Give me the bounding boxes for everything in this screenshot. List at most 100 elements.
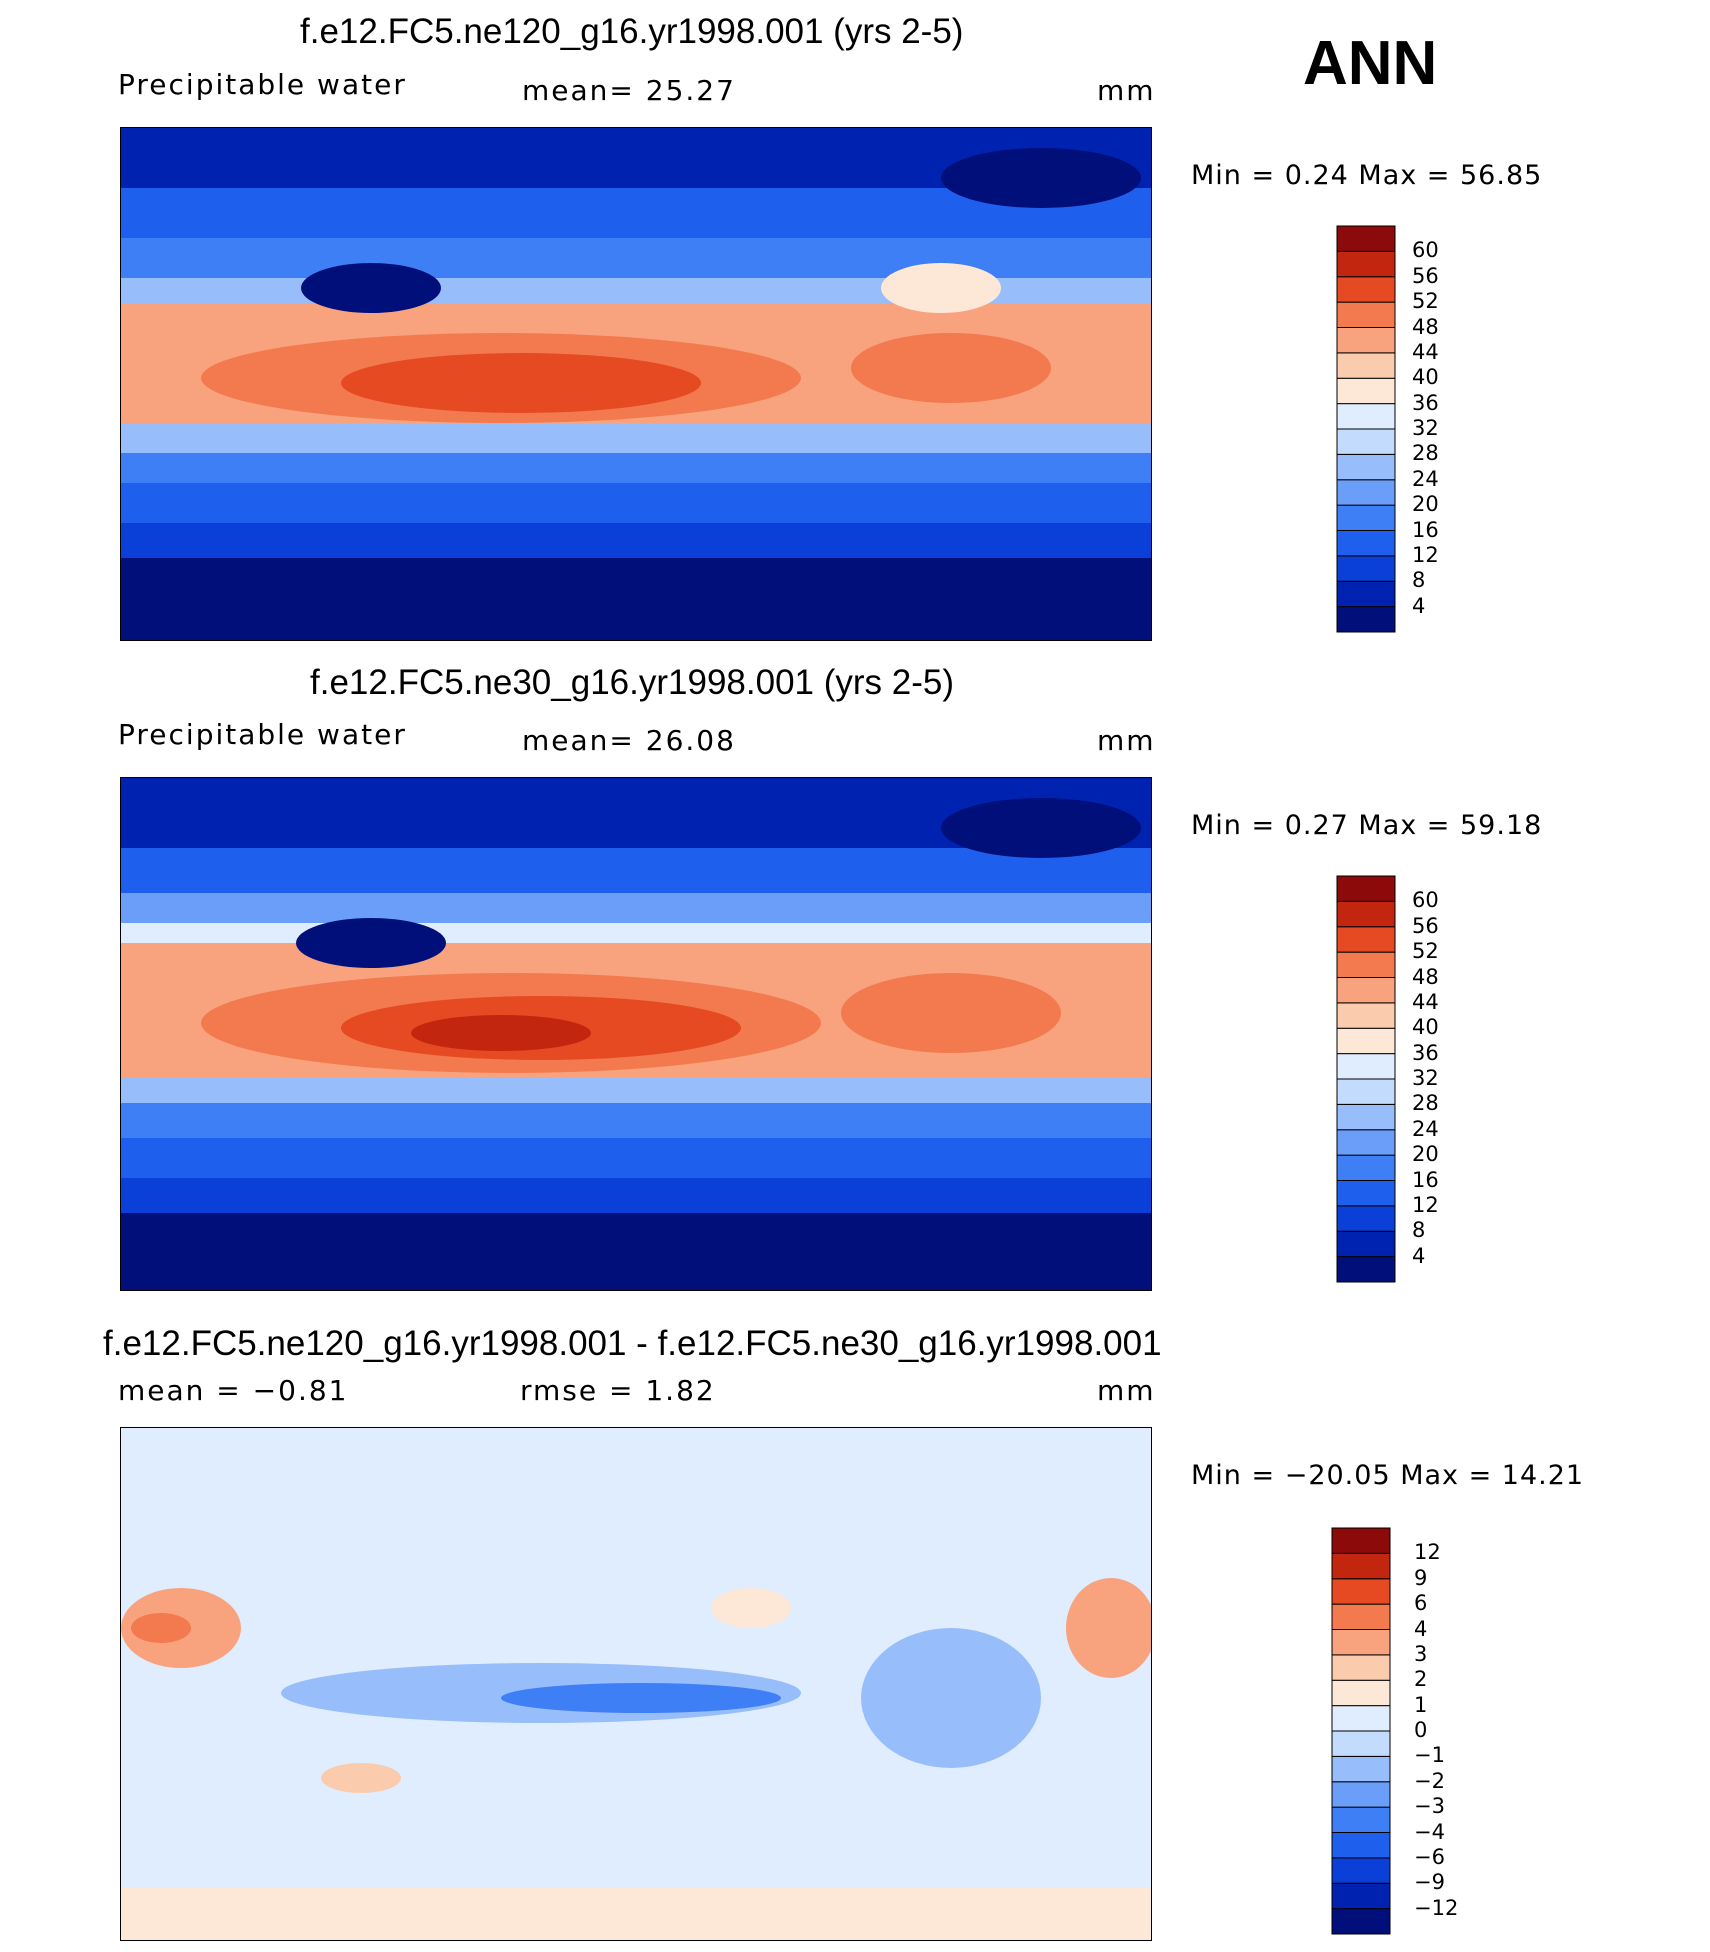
colorbar-tick-label: 6 bbox=[1414, 1591, 1428, 1616]
colorbar-box bbox=[1331, 1857, 1391, 1884]
colorbar-tick-label: 60 bbox=[1412, 238, 1439, 263]
colorbar-tick-label: 44 bbox=[1412, 989, 1439, 1014]
panel2-map-field bbox=[121, 778, 1151, 1290]
colorbar-box bbox=[1336, 1154, 1396, 1181]
colorbar-tick-label: 1 bbox=[1414, 1692, 1428, 1717]
colorbar-box bbox=[1336, 1053, 1396, 1080]
colorbar-box bbox=[1336, 926, 1396, 953]
colorbar-tick-label: 32 bbox=[1412, 1066, 1439, 1090]
colorbar-tick-label: 40 bbox=[1412, 365, 1439, 390]
panel3-mean-label: mean = −0.81 bbox=[118, 1374, 349, 1407]
panel3-units-label: mm bbox=[1097, 1374, 1156, 1407]
panel2-map bbox=[120, 777, 1152, 1291]
colorbar-box bbox=[1336, 530, 1396, 557]
panel1-colorbar-boxes bbox=[1336, 225, 1396, 633]
panel1-map bbox=[120, 127, 1152, 641]
colorbar-tick-label: 9 bbox=[1414, 1565, 1428, 1590]
colorbar-box bbox=[1336, 504, 1396, 531]
colorbar-tick-label: 56 bbox=[1412, 913, 1439, 938]
panel3-map-field bbox=[121, 1428, 1151, 1940]
colorbar-box bbox=[1336, 225, 1396, 252]
colorbar-box bbox=[1336, 875, 1396, 902]
colorbar-tick-label: 52 bbox=[1412, 289, 1439, 314]
panel1-min-max: Min = 0.24 Max = 56.85 bbox=[1191, 160, 1543, 191]
colorbar-tick-label: 8 bbox=[1412, 568, 1426, 593]
colorbar-tick-label: −2 bbox=[1414, 1768, 1445, 1793]
colorbar-box bbox=[1331, 1755, 1391, 1783]
colorbar-box bbox=[1331, 1730, 1391, 1757]
colorbar-box bbox=[1336, 900, 1396, 928]
colorbar-box bbox=[1336, 377, 1396, 405]
colorbar-tick-label: 4 bbox=[1414, 1616, 1428, 1641]
colorbar-box bbox=[1336, 352, 1396, 379]
panel1-map-field bbox=[121, 128, 1151, 640]
colorbar-tick-label: 48 bbox=[1412, 314, 1439, 339]
colorbar-box bbox=[1336, 1256, 1396, 1283]
colorbar-tick-label: 16 bbox=[1412, 517, 1439, 542]
colorbar-box bbox=[1331, 1578, 1391, 1605]
colorbar-tick-label: 0 bbox=[1414, 1718, 1428, 1742]
panel1-units-label: mm bbox=[1097, 74, 1156, 107]
colorbar-tick-label: 12 bbox=[1412, 1192, 1439, 1217]
panel2-variable-label: Precipitable water bbox=[118, 718, 407, 751]
colorbar-tick-label: 48 bbox=[1412, 964, 1439, 989]
colorbar-tick-label: 3 bbox=[1414, 1641, 1428, 1666]
colorbar-box bbox=[1336, 479, 1396, 506]
season-label: ANN bbox=[1303, 29, 1438, 98]
colorbar-box bbox=[1336, 1205, 1396, 1232]
colorbar-box bbox=[1336, 301, 1396, 328]
colorbar-tick-label: −6 bbox=[1414, 1844, 1445, 1869]
panel1-title: f.e12.FC5.ne120_g16.yr1998.001 (yrs 2-5) bbox=[300, 12, 964, 51]
colorbar-box bbox=[1331, 1679, 1391, 1707]
colorbar-box bbox=[1336, 580, 1396, 608]
colorbar-tick-label: 32 bbox=[1412, 416, 1439, 440]
panel2-mean-label: mean= 26.08 bbox=[522, 724, 736, 757]
panel2-units-label: mm bbox=[1097, 724, 1156, 757]
colorbar-box bbox=[1331, 1705, 1391, 1732]
colorbar-tick-label: 60 bbox=[1412, 888, 1439, 913]
colorbar-box bbox=[1336, 1002, 1396, 1029]
colorbar-tick-label: 2 bbox=[1414, 1667, 1428, 1692]
colorbar-tick-label: 52 bbox=[1412, 939, 1439, 964]
colorbar-box bbox=[1331, 1882, 1391, 1910]
colorbar-box bbox=[1331, 1908, 1391, 1935]
colorbar-tick-label: 12 bbox=[1414, 1540, 1441, 1565]
panel3-colorbar-boxes bbox=[1331, 1527, 1391, 1935]
colorbar-box bbox=[1336, 606, 1396, 633]
colorbar-box bbox=[1336, 276, 1396, 303]
colorbar-box bbox=[1336, 1078, 1396, 1105]
panel1-variable-label: Precipitable water bbox=[118, 68, 407, 101]
colorbar-box bbox=[1336, 951, 1396, 978]
colorbar-box bbox=[1331, 1781, 1391, 1808]
colorbar-box bbox=[1336, 1129, 1396, 1156]
colorbar-tick-label: 36 bbox=[1412, 390, 1439, 415]
colorbar-tick-label: 20 bbox=[1412, 1142, 1439, 1167]
colorbar-box bbox=[1331, 1654, 1391, 1681]
colorbar-tick-label: 28 bbox=[1412, 441, 1439, 466]
colorbar-tick-label: −3 bbox=[1414, 1794, 1445, 1819]
colorbar-tick-label: 36 bbox=[1412, 1040, 1439, 1065]
colorbar-box bbox=[1336, 250, 1396, 278]
colorbar-tick-label: 24 bbox=[1412, 466, 1439, 491]
colorbar-tick-label: 8 bbox=[1412, 1218, 1426, 1243]
colorbar-box bbox=[1336, 1230, 1396, 1258]
panel3-min-max: Min = −20.05 Max = 14.21 bbox=[1191, 1460, 1585, 1491]
colorbar-tick-label: 20 bbox=[1412, 492, 1439, 517]
colorbar-box bbox=[1336, 1103, 1396, 1131]
colorbar-tick-label: −1 bbox=[1414, 1743, 1445, 1768]
colorbar-tick-label: 16 bbox=[1412, 1167, 1439, 1192]
colorbar-tick-label: −9 bbox=[1414, 1870, 1445, 1895]
panel1-mean-label: mean= 25.27 bbox=[522, 74, 736, 107]
panel2-title: f.e12.FC5.ne30_g16.yr1998.001 (yrs 2-5) bbox=[310, 663, 954, 702]
panel3-rmse-label: rmse = 1.82 bbox=[520, 1374, 716, 1407]
colorbar-tick-label: 56 bbox=[1412, 263, 1439, 288]
colorbar-tick-label: 40 bbox=[1412, 1015, 1439, 1040]
panel2-min-max: Min = 0.27 Max = 59.18 bbox=[1191, 810, 1543, 841]
colorbar-box bbox=[1336, 555, 1396, 582]
colorbar-tick-label: −12 bbox=[1414, 1895, 1459, 1920]
colorbar-box bbox=[1331, 1629, 1391, 1656]
panel2-colorbar-boxes bbox=[1336, 875, 1396, 1283]
colorbar-tick-label: 4 bbox=[1412, 593, 1426, 618]
colorbar-tick-label: 4 bbox=[1412, 1243, 1426, 1268]
colorbar-box bbox=[1331, 1552, 1391, 1580]
